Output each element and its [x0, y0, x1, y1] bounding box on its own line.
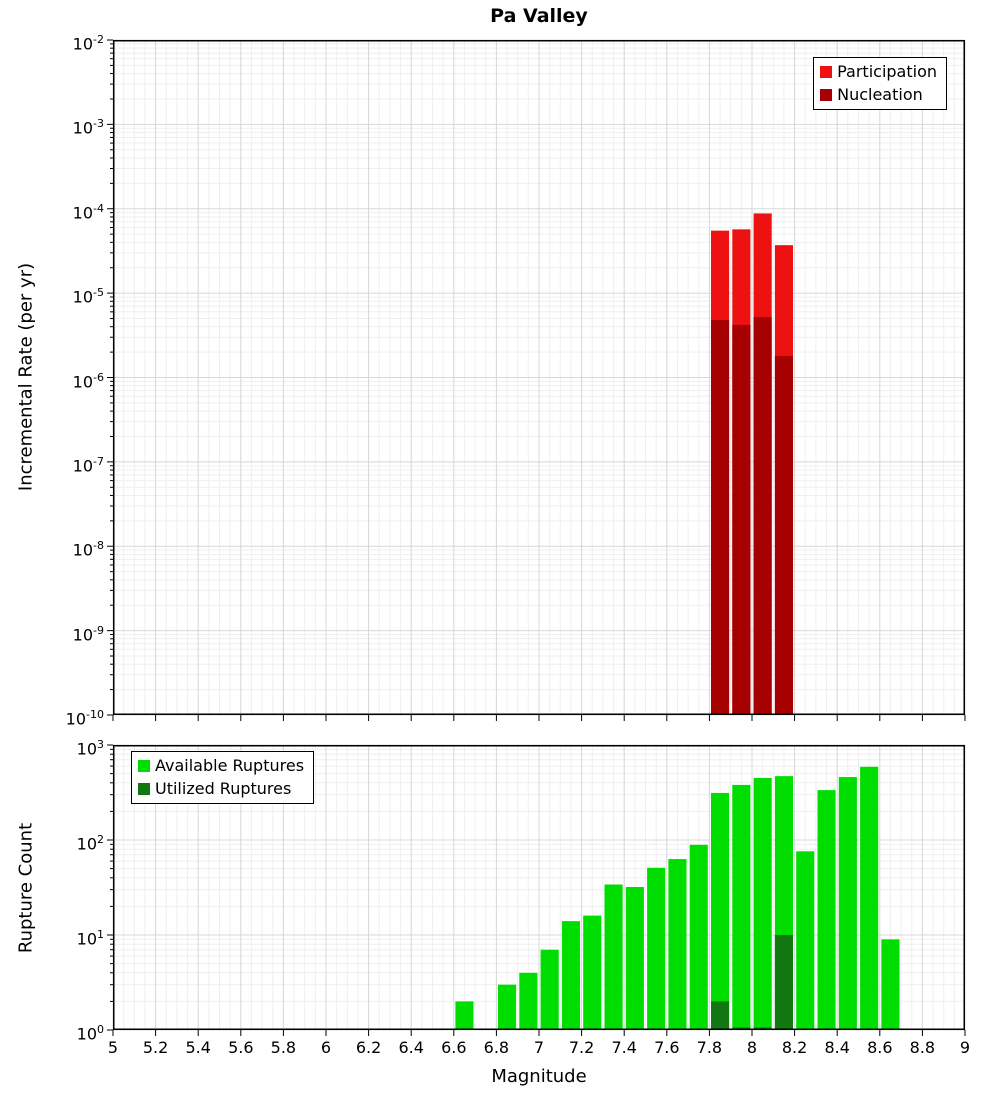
x-tick-label: 5.4 — [185, 1038, 211, 1057]
x-tick-label: 6 — [320, 1038, 332, 1057]
legend-item-utilized-ruptures: Utilized Ruptures — [138, 779, 304, 798]
x-tick-label: 7.8 — [696, 1038, 723, 1057]
y-tick-label: 101 — [76, 928, 104, 949]
x-tick-label: 5 — [107, 1038, 119, 1057]
x-tick-label: 5.2 — [142, 1038, 169, 1057]
x-tick-label: 7.4 — [611, 1038, 637, 1057]
x-tick-label: 8.6 — [867, 1038, 893, 1057]
y-tick-label: 10-5 — [72, 286, 104, 307]
x-tick-label: 8 — [746, 1038, 758, 1057]
x-tick-label: 6.8 — [483, 1038, 510, 1057]
x-tick-label: 6.2 — [355, 1038, 382, 1057]
x-tick-label: 7.6 — [654, 1038, 680, 1057]
count-plot — [107, 744, 966, 1036]
y-tick-label: 103 — [76, 738, 104, 759]
count-legend: Available Ruptures Utilized Ruptures — [131, 751, 315, 804]
figure-title: Pa Valley — [490, 5, 588, 27]
x-tick-label: 6.6 — [441, 1038, 467, 1057]
legend-swatch-icon — [820, 88, 833, 101]
y-tick-label: 10-10 — [65, 708, 104, 729]
legend-item-participation: Participation — [820, 62, 937, 81]
x-tick-label: 8.2 — [781, 1038, 808, 1057]
y-tick-label: 10-6 — [72, 370, 104, 391]
y-tick-label: 10-4 — [72, 201, 104, 223]
legend-label: Utilized Ruptures — [155, 779, 292, 798]
x-tick-label: 5.6 — [228, 1038, 254, 1057]
legend-swatch-icon — [138, 759, 150, 772]
rate-legend: Participation Nucleation — [813, 57, 947, 110]
y-tick-label: 102 — [76, 833, 104, 854]
magnitude-axis-label: Magnitude — [491, 1066, 587, 1087]
legend-label: Participation — [837, 62, 937, 81]
y-tick-label: 10-9 — [72, 623, 104, 644]
legend-swatch-icon — [820, 65, 833, 78]
x-tick-label: 8.8 — [909, 1038, 936, 1057]
x-tick-label: 6.4 — [398, 1038, 424, 1057]
x-tick-label: 9 — [959, 1038, 971, 1057]
y-tick-label: 10-2 — [72, 33, 104, 54]
y-tick-label: 10-7 — [72, 454, 104, 476]
rate-plot — [107, 39, 966, 721]
x-tick-label: 7.2 — [568, 1038, 595, 1057]
y-tick-label: 10-8 — [72, 539, 104, 560]
legend-item-available-ruptures: Available Ruptures — [138, 756, 304, 775]
y-tick-label: 10-3 — [72, 117, 104, 138]
y-tick-label: 100 — [76, 1023, 104, 1044]
x-tick-label: 8.4 — [824, 1038, 850, 1057]
x-tick-label: 5.8 — [270, 1038, 297, 1057]
legend-swatch-icon — [138, 782, 150, 795]
legend-label: Nucleation — [837, 85, 923, 104]
x-tick-label: 7 — [533, 1038, 545, 1057]
legend-label: Available Ruptures — [155, 756, 305, 775]
legend-item-nucleation: Nucleation — [820, 85, 937, 104]
